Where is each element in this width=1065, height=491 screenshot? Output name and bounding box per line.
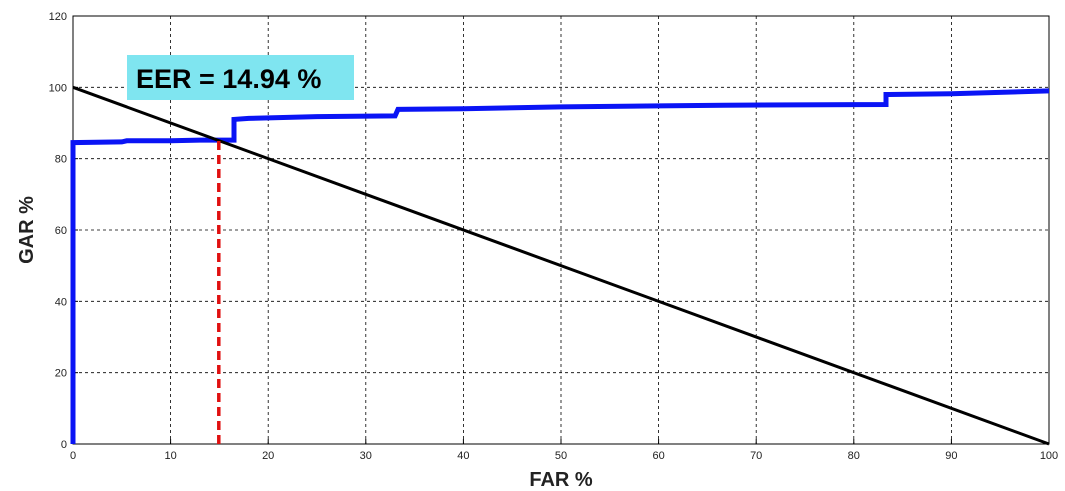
eer-label: EER = 14.94 % bbox=[136, 64, 321, 94]
x-tick-label: 100 bbox=[1040, 450, 1058, 462]
x-tick-label: 30 bbox=[360, 450, 372, 462]
x-tick-label: 60 bbox=[652, 450, 664, 462]
gar-curve bbox=[70, 88, 1050, 444]
x-tick-label: 90 bbox=[945, 450, 957, 462]
x-tick-label: 40 bbox=[457, 450, 469, 462]
eer-annotation: EER = 14.94 % bbox=[127, 55, 354, 100]
x-tick-labels: 0 10 20 30 40 50 60 70 80 90 100 bbox=[70, 439, 1058, 462]
y-tick-label: 0 bbox=[61, 439, 67, 451]
y-tick-label: 60 bbox=[55, 225, 67, 237]
x-tick-label: 80 bbox=[848, 450, 860, 462]
y-tick-label: 80 bbox=[55, 154, 67, 166]
x-axis-title: FAR % bbox=[529, 469, 593, 491]
x-tick-label: 50 bbox=[555, 450, 567, 462]
diagonal-line bbox=[72, 85, 1050, 446]
x-tick-label: 10 bbox=[164, 450, 176, 462]
series-group bbox=[70, 85, 1050, 446]
y-tick-label: 100 bbox=[49, 82, 67, 94]
eer-label-background bbox=[127, 55, 354, 100]
y-tick-label: 120 bbox=[49, 11, 67, 23]
y-axis-title: GAR % bbox=[16, 196, 38, 264]
x-tick-label: 0 bbox=[70, 450, 76, 462]
y-tick-label: 40 bbox=[55, 296, 67, 308]
x-tick-label: 70 bbox=[750, 450, 762, 462]
x-tick-label: 20 bbox=[262, 450, 274, 462]
y-tick-label: 20 bbox=[55, 368, 67, 380]
